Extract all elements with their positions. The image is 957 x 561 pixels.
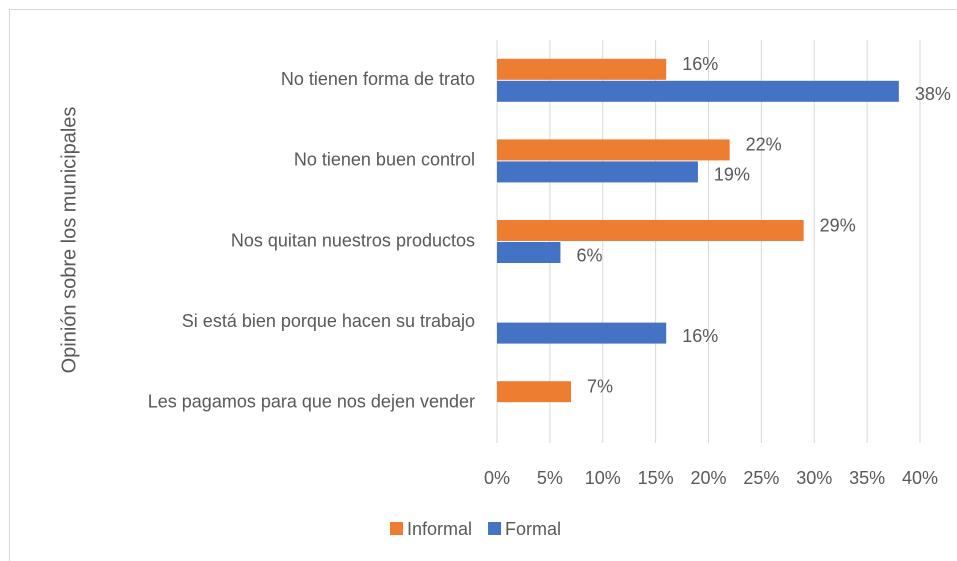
x-tick-label: 30% [796, 468, 832, 488]
bar [497, 58, 667, 80]
data-label: 29% [820, 215, 856, 235]
bar [497, 322, 667, 344]
y-tick-label: No tienen buen control [294, 150, 475, 170]
x-tick-label: 25% [743, 468, 779, 488]
bar [497, 80, 899, 102]
bar [497, 242, 561, 263]
data-label: 16% [682, 326, 718, 346]
x-tick-label: 0% [484, 468, 510, 488]
x-tick-label: 15% [638, 468, 674, 488]
x-tick-label: 5% [537, 468, 563, 488]
data-label: 6% [576, 245, 602, 265]
y-tick-label: No tienen forma de trato [281, 69, 475, 89]
bar [497, 139, 730, 161]
data-label: 19% [714, 165, 750, 185]
data-label: 16% [682, 54, 718, 74]
data-label: 7% [587, 376, 613, 396]
x-tick-label: 10% [585, 468, 621, 488]
bar [497, 220, 804, 241]
x-tick-label: 20% [690, 468, 726, 488]
bar [497, 381, 572, 403]
y-axis-label: Opinión sobre los municipales [58, 107, 80, 374]
x-tick-label: 40% [902, 468, 938, 488]
x-tick-label: 35% [849, 468, 885, 488]
legend-label: Informal [407, 519, 472, 539]
bar [497, 161, 698, 183]
data-label: 38% [915, 84, 951, 104]
y-tick-label: Si está bien porque hacen su trabajo [182, 311, 475, 331]
legend-swatch [390, 522, 403, 535]
y-tick-label: Nos quitan nuestros productos [231, 230, 475, 250]
legend-label: Formal [505, 519, 561, 539]
y-tick-label: Les pagamos para que nos dejen vender [148, 391, 475, 411]
chart-border [9, 9, 957, 561]
data-label: 22% [746, 135, 782, 155]
legend-swatch [488, 522, 502, 535]
